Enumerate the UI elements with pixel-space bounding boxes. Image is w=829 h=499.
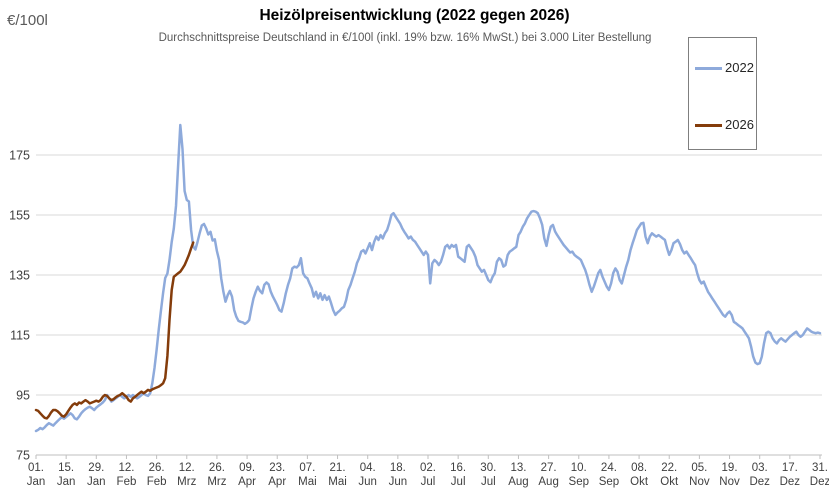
legend-item-label: 2022 — [725, 60, 754, 75]
y-tick-label: 95 — [16, 389, 30, 403]
chart-subtitle: Durchschnittspreise Deutschland in €/100… — [158, 32, 652, 44]
legend-line-sample-2026 — [695, 123, 722, 127]
x-tick-label: 26. Feb — [147, 462, 167, 488]
legend-item-label: 2026 — [725, 117, 754, 132]
x-tick-label: 12. Mrz — [177, 462, 196, 488]
x-tick-label: 02. Jul — [420, 462, 436, 488]
x-tick-label: 23. Apr — [268, 462, 286, 488]
y-tick-label: 155 — [9, 209, 30, 223]
x-tick-label: 17. Dez — [780, 462, 801, 488]
y-tick-label: 135 — [9, 269, 30, 283]
x-tick-label: 10. Sep — [569, 462, 589, 488]
x-tick-label: 19. Nov — [719, 462, 740, 488]
x-tick-label: 04. Jun — [358, 462, 377, 488]
x-tick-label: 09. Apr — [238, 462, 256, 488]
chart-title: Heizölpreisentwicklung (2022 gegen 2026) — [259, 7, 570, 24]
x-tick-label: 07. Mai — [298, 462, 317, 488]
y-axis-unit-label: €/100l — [7, 12, 48, 29]
x-tick-label: 12. Feb — [117, 462, 137, 488]
y-tick-label: 75 — [16, 449, 30, 463]
y-tick-label: 175 — [9, 149, 30, 163]
x-tick-label: 31. Dez — [810, 462, 829, 488]
x-tick-label: 01. Jan — [27, 462, 46, 488]
x-tick-label: 16. Jul — [450, 462, 466, 488]
x-tick-label: 27. Aug — [538, 462, 558, 488]
y-tick-label: 115 — [10, 329, 30, 343]
x-tick-label: 18. Jun — [389, 462, 408, 488]
x-tick-label: 30. Jul — [480, 462, 496, 488]
x-tick-label: 13. Aug — [508, 462, 528, 488]
legend-item-2026[interactable]: 2026 — [695, 118, 754, 132]
legend-item-2022[interactable]: 2022 — [695, 61, 754, 75]
chart-legend: 2022 2026 — [688, 37, 757, 150]
series-line-2022[interactable] — [34, 123, 822, 433]
x-tick-label: 29. Jan — [87, 462, 106, 488]
x-tick-label: 03. Dez — [749, 462, 770, 488]
x-tick-label: 05. Nov — [689, 462, 710, 488]
x-tick-label: 21. Mai — [328, 462, 347, 488]
series-line-2026[interactable] — [34, 241, 195, 420]
x-tick-label: 15. Jan — [57, 462, 76, 488]
x-tick-label: 08. Okt — [630, 462, 649, 488]
x-tick-label: 24. Sep — [599, 462, 619, 488]
x-tick-label: 22. Okt — [660, 462, 679, 488]
x-tick-label: 26. Mrz — [207, 462, 226, 488]
legend-line-sample-2022 — [695, 66, 722, 70]
